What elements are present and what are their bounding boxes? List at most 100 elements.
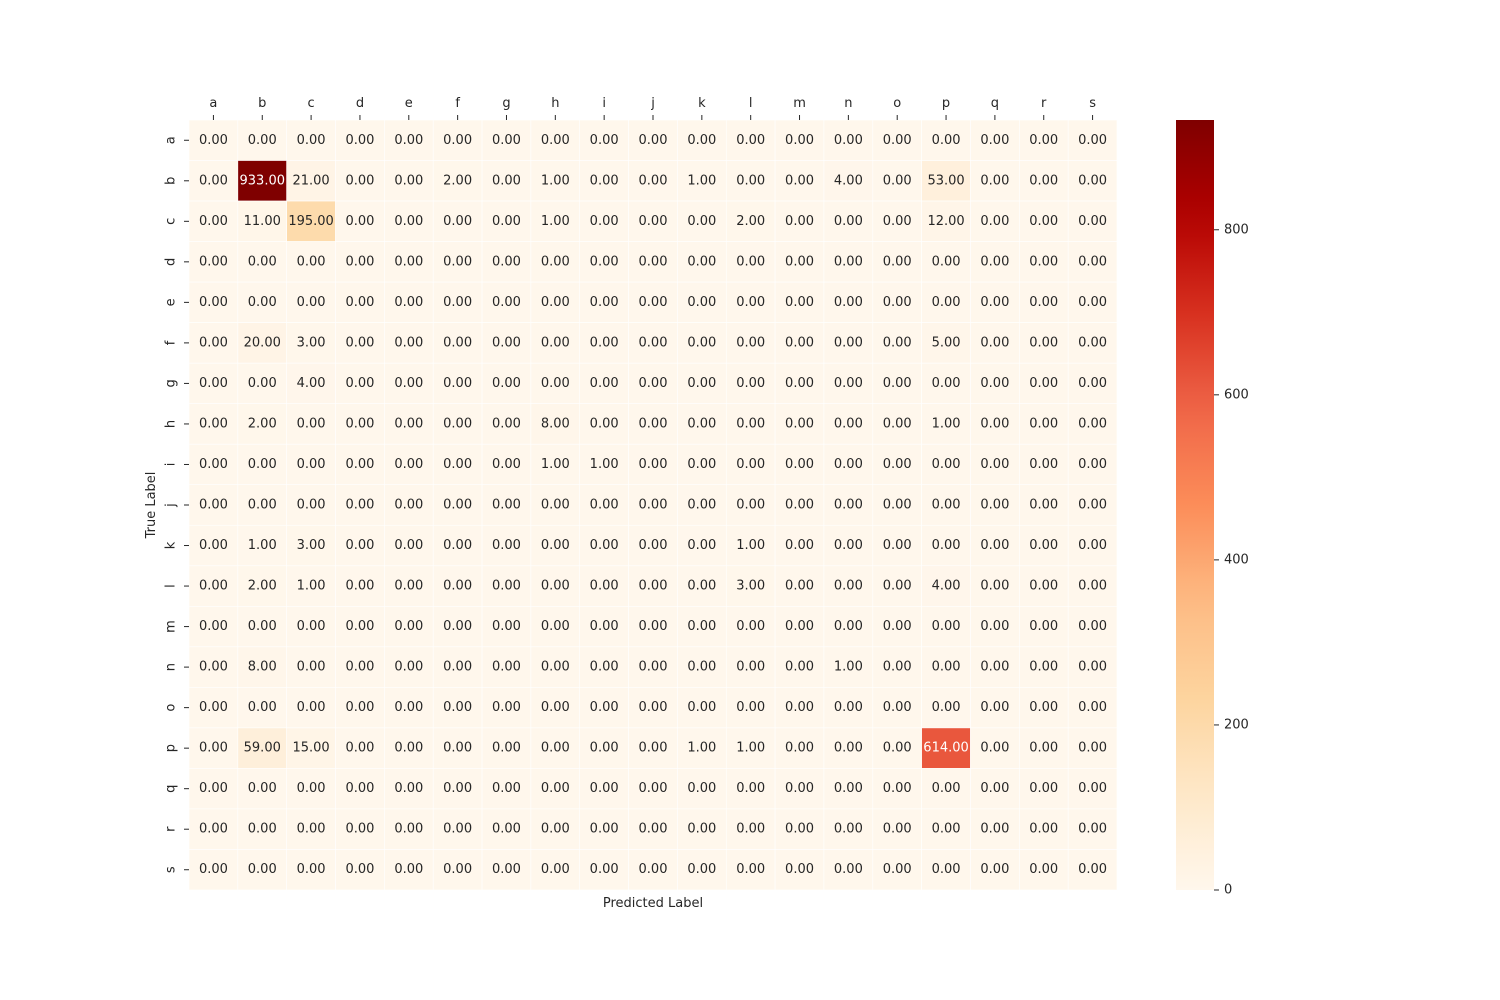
cell-value-label: 0.00: [541, 741, 570, 756]
heatmap-cell: [530, 119, 581, 161]
y-tick-label: c: [164, 218, 179, 225]
heatmap-cell: [872, 849, 922, 891]
heatmap-cell: [725, 403, 776, 445]
x-tick-label: m: [793, 96, 806, 111]
heatmap-cell: [1019, 768, 1069, 810]
heatmap-cell: [1019, 849, 1069, 891]
cell-value-label: 0.00: [932, 376, 961, 391]
cell-value-label: 0.00: [394, 862, 423, 877]
heatmap-cell: [1067, 160, 1118, 202]
cell-value-label: 0.00: [345, 416, 374, 431]
x-axis-title: Predicted Label: [603, 896, 703, 911]
cell-value-label: 0.00: [687, 133, 716, 148]
cell-value-label: 0.00: [394, 498, 423, 513]
cell-value-label: 1.00: [541, 214, 570, 229]
heatmap-cell: [677, 443, 727, 486]
cell-value-label: 0.00: [736, 700, 765, 715]
cell-value-label: 0.00: [443, 700, 472, 715]
cell-value-label: 0.00: [639, 173, 668, 188]
heatmap-cell: [1019, 646, 1069, 688]
cell-value-label: 0.00: [687, 376, 716, 391]
cell-value-label: 0.00: [980, 457, 1009, 472]
cell-value-label: 0.00: [541, 254, 570, 269]
x-tick-label: l: [749, 96, 753, 111]
cell-value-label: 0.00: [590, 538, 619, 553]
cell-value-label: 0.00: [199, 538, 228, 553]
cell-value-label: 0.00: [541, 822, 570, 837]
cell-value-label: 0.00: [199, 741, 228, 756]
cell-value-label: 0.00: [590, 416, 619, 431]
cell-value-label: 0.00: [590, 335, 619, 350]
cell-value-label: 0.00: [883, 133, 912, 148]
cell-value-label: 1.00: [541, 457, 570, 472]
heatmap-cell: [384, 808, 434, 850]
cell-value-label: 53.00: [927, 173, 964, 188]
cell-value-label: 0.00: [443, 416, 472, 431]
cell-value-label: 0.00: [736, 416, 765, 431]
heatmap-cell: [384, 362, 434, 404]
cell-value-label: 0.00: [687, 781, 716, 796]
cell-value-label: 8.00: [248, 660, 277, 675]
heatmap-cell: [1019, 687, 1069, 729]
cell-value-label: 0.00: [1078, 741, 1107, 756]
heatmap-cell: [237, 768, 287, 810]
heatmap-cell: [970, 565, 1020, 607]
heatmap-cell: [774, 362, 825, 404]
x-tick-label: e: [405, 96, 413, 111]
y-tick-label: h: [164, 420, 179, 428]
heatmap-cell: [579, 727, 629, 769]
cell-value-label: 0.00: [736, 335, 765, 350]
heatmap-cell: [188, 281, 239, 323]
heatmap-cell: [628, 403, 678, 445]
heatmap-cell: [188, 160, 239, 202]
heatmap-cell: [432, 119, 483, 161]
cell-value-label: 0.00: [345, 335, 374, 350]
cell-value-label: 0.00: [541, 579, 570, 594]
heatmap-cell: [1019, 606, 1069, 648]
cell-value-label: 0.00: [639, 416, 668, 431]
cell-value-label: 0.00: [492, 619, 521, 634]
cell-value-label: 0.00: [785, 538, 814, 553]
cell-value-label: 0.00: [883, 416, 912, 431]
heatmap-cell: [530, 200, 581, 242]
heatmap-cell: [530, 565, 581, 607]
heatmap-cell: [921, 484, 971, 526]
heatmap-cell: [384, 403, 434, 445]
cell-value-label: 0.00: [1029, 781, 1058, 796]
cell-value-label: 0.00: [980, 295, 1009, 310]
cell-value-label: 0.00: [199, 173, 228, 188]
cell-value-label: 0.00: [541, 781, 570, 796]
x-axis-ticks: a b c d e f g h i j k l m n o p q r s: [209, 96, 1096, 120]
cell-value-label: 0.00: [834, 579, 863, 594]
cell-value-label: 0.00: [492, 660, 521, 675]
cell-value-label: 0.00: [297, 457, 326, 472]
heatmap-cell: [725, 281, 776, 323]
cell-value-label: 0.00: [345, 498, 374, 513]
cell-value-label: 0.00: [394, 335, 423, 350]
cell-value-label: 0.00: [443, 862, 472, 877]
cell-value-label: 0.00: [980, 660, 1009, 675]
cell-value-label: 195.00: [288, 214, 334, 229]
heatmap-cell: [237, 362, 287, 404]
heatmap-cell: [872, 687, 922, 729]
heatmap-cell: [335, 524, 385, 567]
x-tick-label: f: [455, 96, 460, 111]
cell-value-label: 0.00: [345, 457, 374, 472]
heatmap-cell: [725, 119, 776, 161]
cell-value-label: 1.00: [736, 741, 765, 756]
heatmap-cell: [725, 241, 776, 283]
cell-value-label: 0.00: [932, 457, 961, 472]
heatmap-cell: [432, 160, 483, 202]
x-tick-label: q: [991, 96, 999, 111]
cell-value-label: 0.00: [590, 619, 619, 634]
y-tick-label: i: [164, 463, 179, 467]
colorbar-tick-label: 200: [1224, 717, 1249, 732]
heatmap-cell: [286, 484, 336, 526]
cell-value-label: 0.00: [1029, 498, 1058, 513]
heatmap-cell: [921, 119, 971, 161]
cell-value-label: 0.00: [443, 254, 472, 269]
cell-value-label: 0.00: [345, 579, 374, 594]
heatmap-cell: [579, 849, 629, 891]
cell-value-label: 0.00: [980, 376, 1009, 391]
cell-value-label: 0.00: [883, 376, 912, 391]
